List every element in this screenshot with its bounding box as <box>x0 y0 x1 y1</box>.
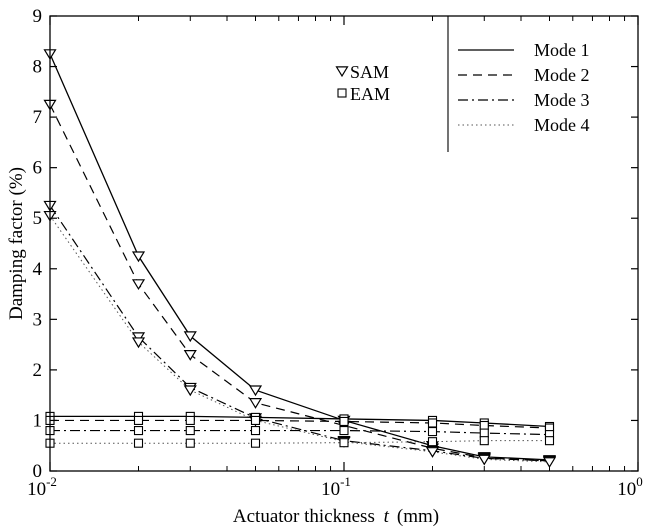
data-point-eam-mode-2-1 <box>133 415 144 425</box>
data-point-eam-mode-4-2 <box>185 438 195 448</box>
data-point-eam-mode-3-2 <box>185 426 195 436</box>
data-point-eam-mode-2-6 <box>479 420 489 431</box>
data-point-sam-mode-1-3 <box>248 385 263 397</box>
y-tick-label: 5 <box>33 208 43 229</box>
data-point-sam-mode-4-6 <box>477 454 491 466</box>
legend-label-mode-4: Mode 4 <box>534 115 590 135</box>
data-point-sam-mode-4-1 <box>131 337 146 349</box>
data-point-sam-mode-1-1 <box>131 251 146 263</box>
legend-marker-eam <box>337 88 347 98</box>
x-tick-label: 10-2 <box>27 474 57 500</box>
data-point-eam-mode-4-1 <box>133 438 144 448</box>
data-point-sam-mode-4-5 <box>425 447 440 458</box>
axes-layer: 0 1 2 3 4 5 6 7 8 9 10-2 10-1 100 Actuator thickness … <box>6 6 643 527</box>
data-point-sam-mode-2-2 <box>183 349 197 361</box>
data-point-eam-mode-3-6 <box>479 428 489 438</box>
data-point-eam-mode-4-5 <box>427 437 438 447</box>
data-point-sam-mode-4-2 <box>183 385 197 397</box>
series-line-eam-mode-2 <box>50 419 550 429</box>
series-line-sam-mode-1 <box>49 53 550 461</box>
series-sam-mode-1 <box>43 49 557 466</box>
data-point-sam-mode-1-2 <box>183 331 197 343</box>
y-tick-label: 7 <box>33 107 43 128</box>
data-point-eam-mode-2-4 <box>339 416 349 427</box>
y-tick-label: 1 <box>33 410 43 431</box>
legend-label-mode-3: Mode 3 <box>534 90 590 110</box>
series-eam-mode-3 <box>45 426 555 440</box>
legend-label-mode-1: Mode 1 <box>534 40 590 60</box>
y-tick-label: 2 <box>33 360 43 381</box>
y-tick-label: 6 <box>33 158 43 179</box>
data-point-eam-mode-2-3 <box>250 415 261 425</box>
data-point-eam-mode-2-2 <box>185 415 195 425</box>
x-tick-label: 100 <box>617 474 643 500</box>
data-point-eam-mode-4-7 <box>544 436 555 446</box>
plot-layer <box>43 49 557 469</box>
series-line-eam-mode-1 <box>50 415 550 428</box>
legend-label-sam: SAM <box>350 62 389 82</box>
data-point-eam-mode-4-6 <box>479 436 489 446</box>
series-sam-mode-4 <box>43 210 557 469</box>
x-tick-label: 10-1 <box>321 474 351 500</box>
y-tick-label: 9 <box>33 6 43 27</box>
data-point-eam-mode-3-4 <box>339 426 349 436</box>
data-point-eam-mode-3-5 <box>427 427 438 437</box>
data-point-sam-mode-2-3 <box>248 398 263 409</box>
data-point-sam-mode-2-1 <box>131 279 146 291</box>
y-axis-label: Damping factor (%) <box>6 167 27 320</box>
line-legend: Mode 1 Mode 2 Mode 3 Mode 4 <box>447 16 590 152</box>
data-point-eam-mode-2-5 <box>427 418 438 428</box>
y-tick-label: 0 <box>33 461 43 482</box>
series-sam-mode-3 <box>43 200 557 467</box>
legend-label-mode-2: Mode 2 <box>534 65 590 85</box>
data-point-sam-mode-4-7 <box>542 457 557 469</box>
series-line-sam-mode-2 <box>49 104 550 462</box>
y-tick-label: 8 <box>33 57 43 78</box>
legend-label-eam: EAM <box>350 84 390 104</box>
series-eam-mode-1 <box>45 411 555 432</box>
series-line-eam-mode-3 <box>50 429 550 436</box>
y-tick-label: 4 <box>33 259 43 280</box>
series-eam-mode-4 <box>45 436 555 448</box>
legend-marker-sam <box>335 66 349 78</box>
data-point-eam-mode-3-3 <box>250 426 261 436</box>
series-line-eam-mode-4 <box>50 440 550 444</box>
data-point-eam-mode-3-1 <box>133 426 144 436</box>
data-point-eam-mode-4-4 <box>339 438 349 448</box>
series-sam-mode-2 <box>43 99 557 467</box>
y-tick-label: 3 <box>33 309 43 330</box>
series-line-sam-mode-3 <box>49 205 550 462</box>
data-point-eam-mode-4-3 <box>250 438 261 448</box>
x-axis-label: Actuator thickness t (mm) <box>233 506 439 527</box>
